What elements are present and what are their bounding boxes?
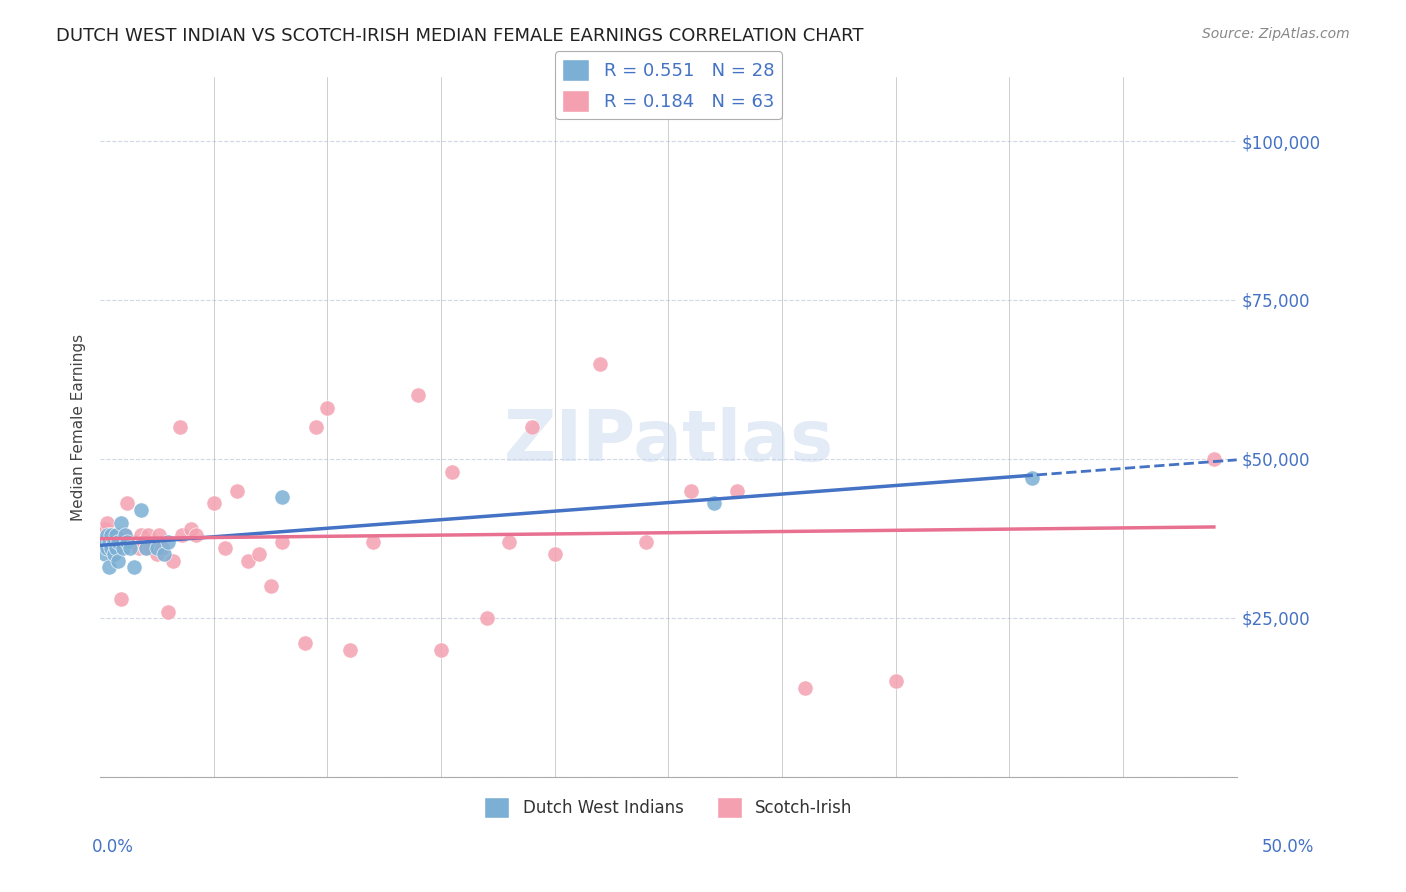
Point <box>135 541 157 555</box>
Point <box>93 522 115 536</box>
Point <box>884 674 907 689</box>
Point <box>96 534 118 549</box>
Point <box>111 541 134 555</box>
Point <box>96 528 118 542</box>
Point <box>91 534 114 549</box>
Point <box>498 534 520 549</box>
Point <box>91 534 114 549</box>
Point <box>96 516 118 530</box>
Point <box>117 496 139 510</box>
Point <box>100 528 122 542</box>
Point <box>162 554 184 568</box>
Point <box>1202 452 1225 467</box>
Point <box>132 534 155 549</box>
Point <box>520 420 543 434</box>
Point <box>107 534 129 549</box>
Point <box>128 541 150 555</box>
Point <box>475 611 498 625</box>
Text: DUTCH WEST INDIAN VS SCOTCH-IRISH MEDIAN FEMALE EARNINGS CORRELATION CHART: DUTCH WEST INDIAN VS SCOTCH-IRISH MEDIAN… <box>56 27 863 45</box>
Point <box>236 554 259 568</box>
Point <box>98 560 121 574</box>
Point <box>703 496 725 510</box>
Point <box>271 534 294 549</box>
Point <box>98 541 121 555</box>
Point <box>114 528 136 542</box>
Point <box>170 528 193 542</box>
Point <box>214 541 236 555</box>
Point <box>100 534 122 549</box>
Point <box>271 490 294 504</box>
Point <box>202 496 225 510</box>
Point <box>110 516 132 530</box>
Point <box>150 541 173 555</box>
Point <box>129 503 152 517</box>
Point <box>135 541 157 555</box>
Point <box>117 534 139 549</box>
Point <box>169 420 191 434</box>
Point <box>93 534 115 549</box>
Point <box>146 541 169 555</box>
Point <box>247 547 270 561</box>
Point <box>96 541 118 555</box>
Point <box>121 534 143 549</box>
Point <box>681 483 703 498</box>
Point <box>634 534 657 549</box>
Point <box>105 541 128 555</box>
Point <box>98 528 121 542</box>
Point <box>105 528 128 542</box>
Point <box>105 541 128 555</box>
Point <box>361 534 384 549</box>
Point <box>294 636 316 650</box>
Point <box>98 534 121 549</box>
Point <box>184 528 207 542</box>
Point <box>725 483 748 498</box>
Text: Source: ZipAtlas.com: Source: ZipAtlas.com <box>1202 27 1350 41</box>
Point <box>122 534 145 549</box>
Point <box>122 560 145 574</box>
Point <box>139 541 162 555</box>
Y-axis label: Median Female Earnings: Median Female Earnings <box>72 334 86 521</box>
Point <box>110 591 132 606</box>
Point <box>103 547 125 561</box>
Point <box>100 528 122 542</box>
Point <box>408 388 430 402</box>
Point <box>136 528 159 542</box>
Point <box>259 579 281 593</box>
Point <box>225 483 247 498</box>
Point <box>157 534 180 549</box>
Point <box>103 547 125 561</box>
Point <box>441 465 464 479</box>
Point <box>146 547 169 561</box>
Point <box>589 357 612 371</box>
Point <box>544 547 567 561</box>
Point <box>129 528 152 542</box>
Point <box>152 547 174 561</box>
Point <box>339 642 361 657</box>
Text: ZIPatlas: ZIPatlas <box>503 407 834 475</box>
Text: 0.0%: 0.0% <box>91 838 134 855</box>
Point <box>100 541 122 555</box>
Point <box>793 681 815 695</box>
Point <box>111 541 134 555</box>
Point <box>430 642 453 657</box>
Point <box>107 554 129 568</box>
Point <box>105 528 128 542</box>
Point <box>103 534 125 549</box>
Point <box>118 541 141 555</box>
Point <box>96 528 118 542</box>
Point <box>91 528 114 542</box>
Point <box>157 605 180 619</box>
Point <box>148 528 170 542</box>
Point <box>305 420 328 434</box>
Text: 50.0%: 50.0% <box>1263 838 1315 855</box>
Point <box>114 528 136 542</box>
Point <box>103 541 125 555</box>
Point <box>107 534 129 549</box>
Point <box>93 547 115 561</box>
Point <box>316 401 339 415</box>
Point <box>1021 471 1043 485</box>
Point <box>180 522 202 536</box>
Legend: Dutch West Indians, Scotch-Irish: Dutch West Indians, Scotch-Irish <box>478 791 859 824</box>
